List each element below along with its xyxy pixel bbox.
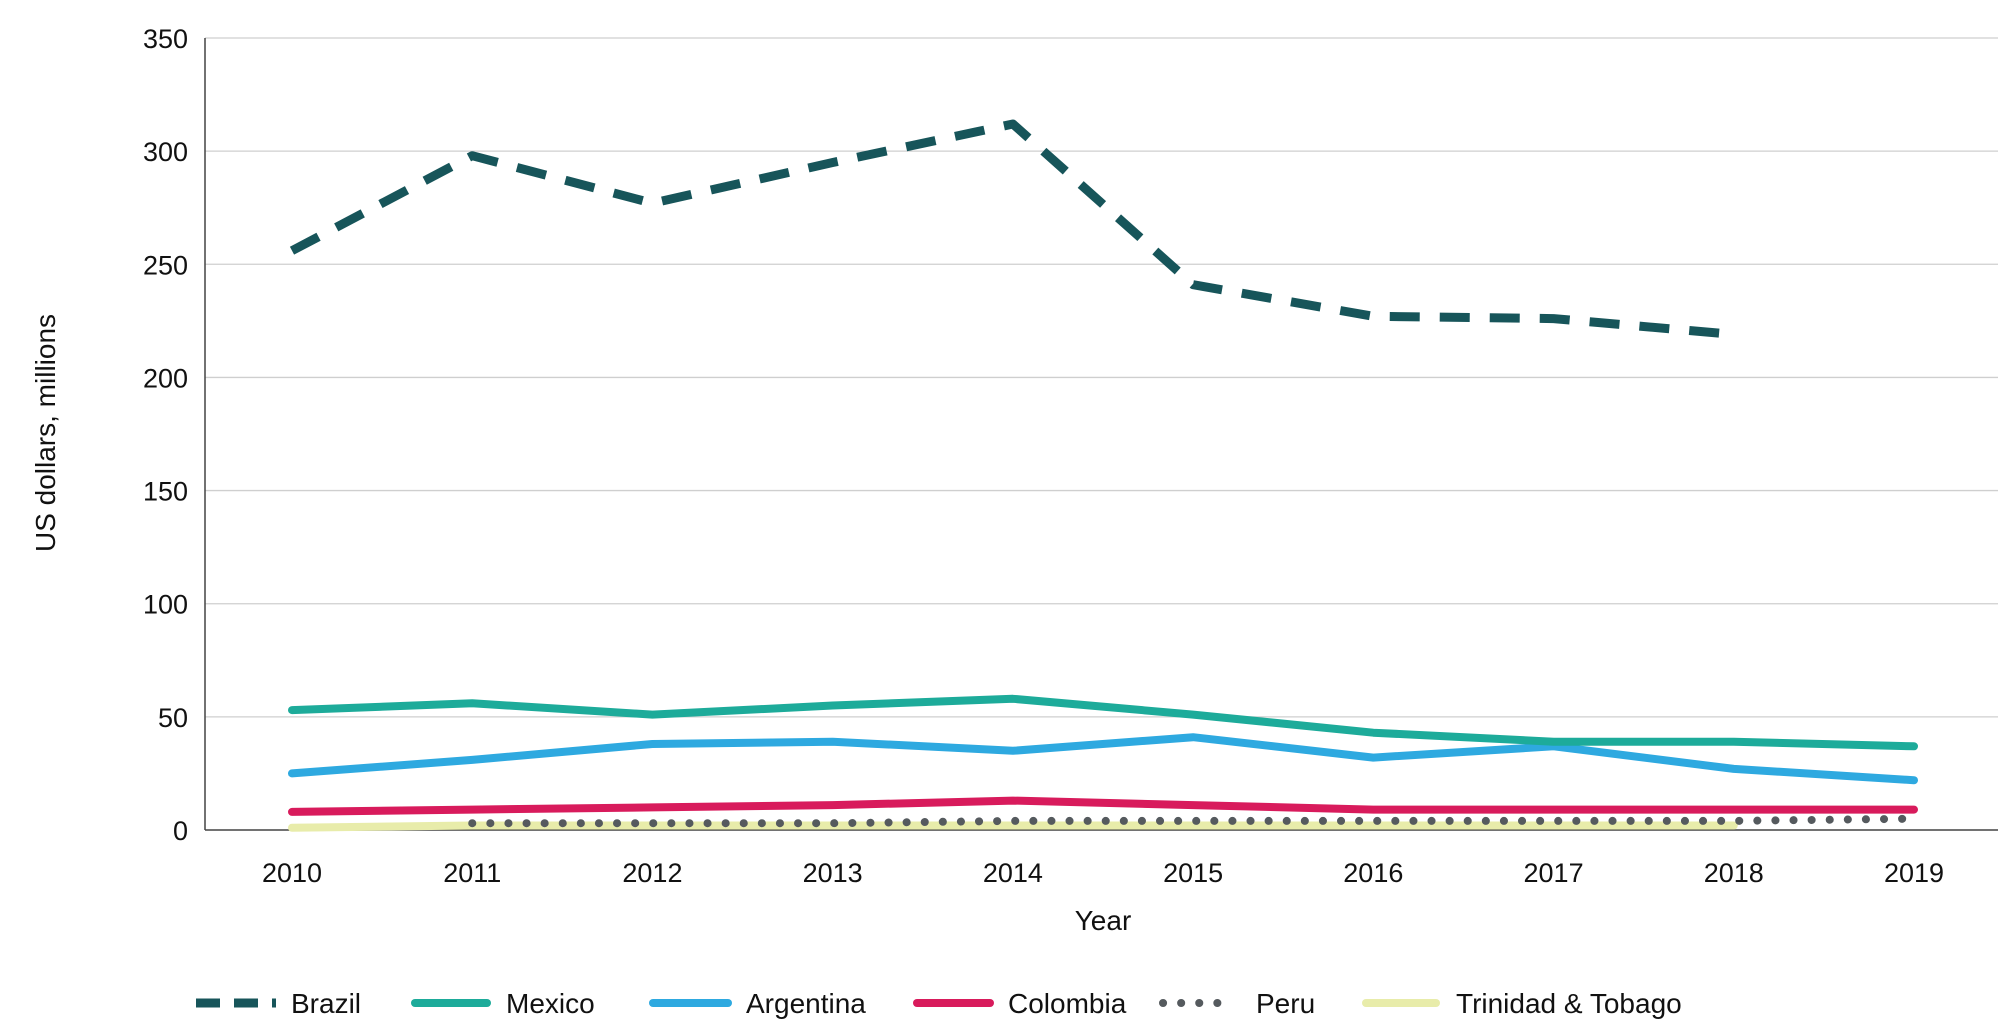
x-tick-label: 2015 <box>1163 858 1223 888</box>
series-line-colombia <box>288 796 1918 816</box>
x-axis-title: Year <box>1075 905 1132 936</box>
y-tick-label: 200 <box>143 363 188 393</box>
legend-label-trinidad-tobago: Trinidad & Tobago <box>1456 988 1682 1019</box>
x-tick-label: 2011 <box>443 858 501 888</box>
series-line-brazil <box>289 119 1735 339</box>
y-tick-label: 50 <box>158 703 188 733</box>
x-tick-label: 2017 <box>1524 858 1584 888</box>
legend: Brazil Mexico Argentina Colombia Peru Trinida… <box>196 988 1682 1019</box>
legend-label-peru: Peru <box>1256 988 1315 1019</box>
x-tick-label: 2016 <box>1343 858 1403 888</box>
y-axis-title: US dollars, millions <box>30 314 61 552</box>
legend-label-argentina: Argentina <box>746 988 866 1019</box>
y-tick-label: 100 <box>143 590 188 620</box>
tick-labels: 0 50 100 150 200 250 300 350 2010 2011 2012 2013 201… <box>143 24 1944 888</box>
x-tick-label: 2010 <box>262 858 322 888</box>
y-tick-label: 0 <box>173 816 188 846</box>
series-line-trinidad-tobago <box>288 821 1738 832</box>
legend-label-mexico: Mexico <box>506 988 595 1019</box>
y-tick-label: 250 <box>143 250 188 280</box>
series-line-mexico <box>288 694 1918 751</box>
x-tick-label: 2018 <box>1704 858 1764 888</box>
axes <box>204 38 1998 831</box>
legend-label-brazil: Brazil <box>291 988 361 1019</box>
gridlines <box>205 37 1998 718</box>
series-line-argentina <box>288 733 1918 785</box>
x-tick-label: 2019 <box>1884 858 1944 888</box>
y-tick-label: 350 <box>143 24 188 54</box>
x-tick-label: 2013 <box>803 858 863 888</box>
series-line-peru <box>468 814 1918 828</box>
y-tick-label: 300 <box>143 137 188 167</box>
x-tick-label: 2012 <box>622 858 682 888</box>
y-tick-label: 150 <box>143 477 188 507</box>
series-lines <box>288 119 1918 832</box>
legend-label-colombia: Colombia <box>1008 988 1127 1019</box>
x-tick-label: 2014 <box>983 858 1043 888</box>
